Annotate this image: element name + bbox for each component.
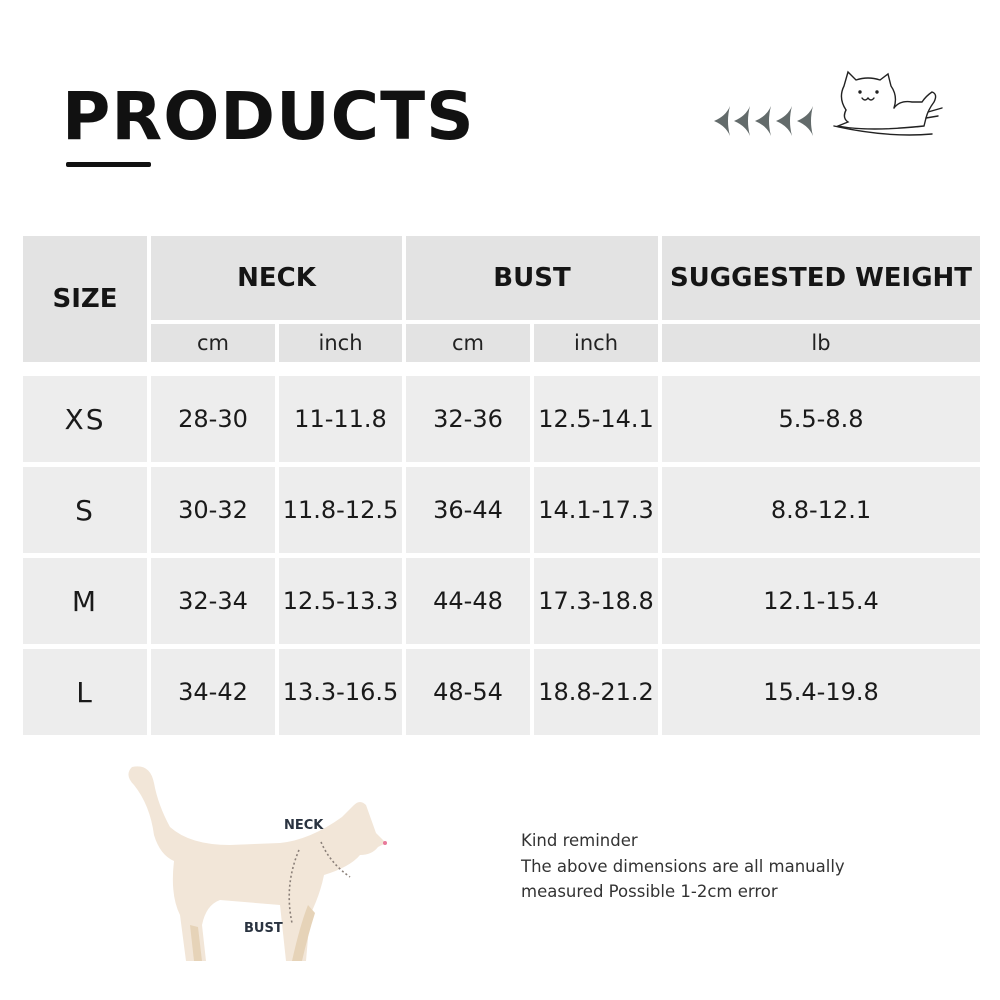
unit-neck-inch: inch	[279, 324, 402, 362]
size-table-header: SIZE NECK BUST SUGGESTED WEIGHT cm inch …	[23, 236, 980, 362]
cell-size: M	[23, 558, 147, 644]
note-line-1: Kind reminder	[521, 831, 638, 850]
cell-neck-cm: 28-30	[151, 376, 275, 462]
cell-bust-cm: 48-54	[406, 649, 530, 735]
neck-label: NECK	[284, 818, 324, 833]
header-weight: SUGGESTED WEIGHT	[662, 236, 980, 320]
cell-bust-inch: 14.1-17.3	[534, 467, 658, 553]
unit-neck-cm: cm	[151, 324, 275, 362]
cat-measurement-illustration: NECK BUST	[128, 766, 387, 961]
header-bust: BUST	[406, 236, 658, 320]
cell-size: XS	[23, 376, 147, 462]
cell-neck-inch: 11-11.8	[279, 376, 402, 462]
cell-bust-inch: 17.3-18.8	[534, 558, 658, 644]
cell-neck-inch: 11.8-12.5	[279, 467, 402, 553]
cell-weight: 15.4-19.8	[662, 649, 980, 735]
title-underline	[66, 162, 151, 167]
cell-size: S	[23, 467, 147, 553]
note-line-2: The above dimensions are all manually	[521, 856, 845, 876]
unit-bust-inch: inch	[534, 324, 658, 362]
cell-neck-cm: 30-32	[151, 467, 275, 553]
kind-reminder-note: Kind reminder The above dimensions are a…	[521, 828, 845, 905]
cell-weight: 8.8-12.1	[662, 467, 980, 553]
header-size: SIZE	[23, 236, 147, 362]
cat-doodle-icon	[833, 70, 943, 136]
cell-neck-inch: 13.3-16.5	[279, 649, 402, 735]
cell-neck-cm: 34-42	[151, 649, 275, 735]
cell-bust-cm: 44-48	[406, 558, 530, 644]
note-line-3: measured Possible 1-2cm error	[521, 882, 778, 901]
cell-bust-inch: 12.5-14.1	[534, 376, 658, 462]
cell-weight: 12.1-15.4	[662, 558, 980, 644]
bust-label: BUST	[244, 921, 283, 936]
page-title: PRODUCTS	[62, 78, 475, 155]
header-neck: NECK	[151, 236, 402, 320]
cell-size: L	[23, 649, 147, 735]
cell-neck-inch: 12.5-13.3	[279, 558, 402, 644]
cell-bust-inch: 18.8-21.2	[534, 649, 658, 735]
size-table-body: XS 28-30 11-11.8 32-36 12.5-14.1 5.5-8.8 S 30-3…	[23, 376, 980, 735]
cell-bust-cm: 36-44	[406, 467, 530, 553]
cell-bust-cm: 32-36	[406, 376, 530, 462]
unit-bust-cm: cm	[406, 324, 530, 362]
arrows-icon	[714, 106, 813, 136]
cell-weight: 5.5-8.8	[662, 376, 980, 462]
unit-weight: lb	[662, 324, 980, 362]
cell-neck-cm: 32-34	[151, 558, 275, 644]
